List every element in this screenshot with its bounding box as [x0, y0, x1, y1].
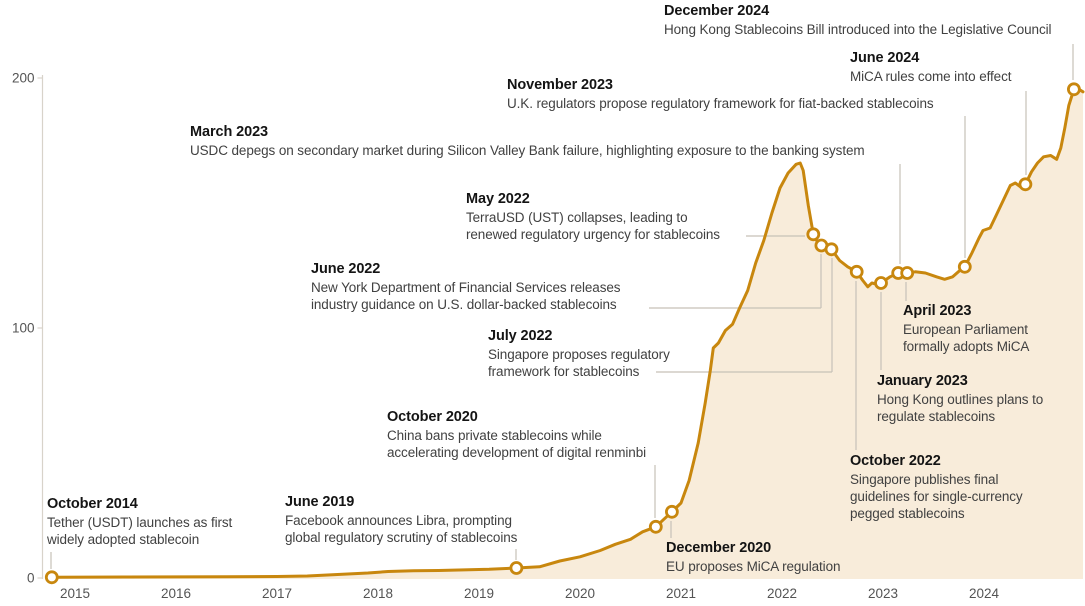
event-marker-june-2024 [1018, 177, 1033, 192]
event-marker-june-2019 [509, 561, 524, 575]
event-marker-november-2023 [957, 259, 972, 274]
x-tick-label-2021: 2021 [666, 586, 696, 601]
x-tick-label-2023: 2023 [868, 586, 898, 601]
x-tick-label-2024: 2024 [969, 586, 1000, 601]
event-marker-october-2020 [648, 519, 663, 534]
y-tick-label-0: 0 [27, 571, 35, 586]
event-marker-october-2022 [849, 264, 864, 279]
event-marker-january-2023 [874, 276, 888, 290]
x-tick-label-2022: 2022 [767, 586, 797, 601]
event-marker-july-2022 [824, 242, 839, 257]
x-tick-label-2016: 2016 [161, 586, 191, 601]
event-marker-december-2024 [1067, 82, 1081, 97]
event-marker-may-2022 [806, 227, 821, 242]
x-tick-label-2015: 2015 [60, 586, 90, 601]
market-cap-area [51, 89, 1083, 580]
x-tick-label-2020: 2020 [565, 586, 595, 601]
event-marker-april-2023 [900, 266, 915, 280]
x-tick-label-2019: 2019 [464, 586, 494, 601]
y-tick-label-100: 100 [12, 321, 35, 336]
event-marker-october-2014 [44, 570, 59, 585]
y-tick-label-200: 200 [12, 71, 35, 86]
x-tick-label-2018: 2018 [363, 586, 393, 601]
x-tick-label-2017: 2017 [262, 586, 292, 601]
event-marker-december-2020 [665, 504, 679, 519]
